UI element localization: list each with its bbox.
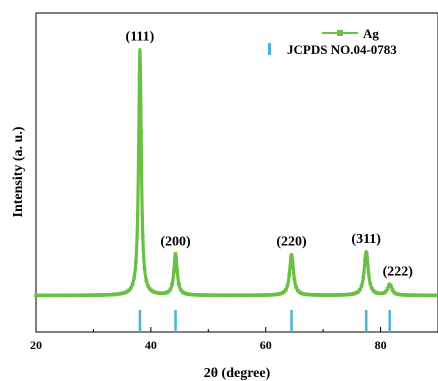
- series-ag-point: [178, 287, 183, 292]
- legend: Ag JCPDS NO.04-0783: [268, 26, 397, 57]
- x-tick-label: 60: [260, 338, 272, 352]
- series-ag-line: [34, 48, 438, 297]
- series-ag-point: [385, 286, 390, 291]
- series-ag-point: [142, 266, 147, 271]
- series-ag-point: [141, 234, 145, 239]
- series-ag-point: [146, 283, 150, 288]
- series-ag-point: [173, 252, 178, 256]
- series-ag-point: [172, 269, 176, 274]
- series-ag-point: [284, 287, 288, 292]
- peak-label: (220): [276, 234, 307, 249]
- peak-label: (222): [383, 265, 414, 280]
- series-ag-point: [170, 282, 174, 287]
- x-tick-label: 40: [145, 338, 157, 352]
- x-tick-label: 20: [30, 338, 42, 352]
- series-ag-point: [285, 283, 290, 288]
- series-ag-point: [368, 281, 373, 286]
- x-axis-title: 2θ (degree): [204, 366, 271, 381]
- x-axis-ticks: 20 40 60 80: [30, 327, 387, 352]
- series-ag-point: [359, 284, 364, 288]
- series-ag-point: [132, 275, 136, 280]
- peak-label: (311): [351, 232, 381, 247]
- series-ag-point: [166, 289, 171, 294]
- series-ag-point: [361, 275, 366, 280]
- y-axis-title: Intensity (a. u.): [11, 126, 26, 217]
- legend-ag-label: Ag: [363, 26, 379, 41]
- series-ag-point: [130, 282, 135, 287]
- series-ag-point: [356, 289, 360, 294]
- series-layer: [34, 48, 438, 298]
- legend-ag-marker: [337, 30, 343, 36]
- series-ag-point: [292, 277, 297, 282]
- legend-ref-label: JCPDS NO.04-0783: [287, 42, 397, 57]
- series-ag-point: [294, 285, 298, 289]
- series-ag-point: [358, 287, 362, 292]
- series-ag-point: [175, 269, 180, 274]
- series-ag-point: [363, 257, 367, 262]
- peak-label: (111): [126, 30, 155, 45]
- series-ag-point: [135, 212, 140, 217]
- series-ag-point: [128, 286, 133, 290]
- series-ag-point: [137, 75, 142, 80]
- series-ag-point: [366, 270, 371, 275]
- plot-area: (111) (200) (220) (311) (222) 20 40 60 80: [30, 12, 438, 352]
- series-ag-point: [364, 252, 369, 256]
- plot-frame: [35, 12, 438, 333]
- series-ag-point: [144, 278, 149, 283]
- x-tick-label: 80: [375, 338, 387, 352]
- series-ag-point: [290, 260, 295, 265]
- series-ag-point: [383, 289, 388, 294]
- series-ag-point: [127, 288, 131, 292]
- series-ag-point: [435, 293, 438, 298]
- series-ag-point: [168, 287, 173, 292]
- peak-label: (200): [160, 234, 191, 249]
- legend-ref-marker: [268, 43, 271, 55]
- series-ag-point: [289, 255, 293, 259]
- series-ag-point: [390, 288, 395, 292]
- series-ag-point: [282, 290, 286, 294]
- series-ag-point: [177, 282, 181, 287]
- series-ag-point: [134, 259, 138, 264]
- series-ag-point: [287, 273, 292, 277]
- peak-labels: (111) (200) (220) (311) (222): [126, 30, 414, 280]
- series-ag-point: [389, 284, 393, 288]
- reference-lines: [138, 310, 392, 332]
- series-ag-point: [139, 130, 143, 135]
- series-ag-point: [370, 286, 374, 291]
